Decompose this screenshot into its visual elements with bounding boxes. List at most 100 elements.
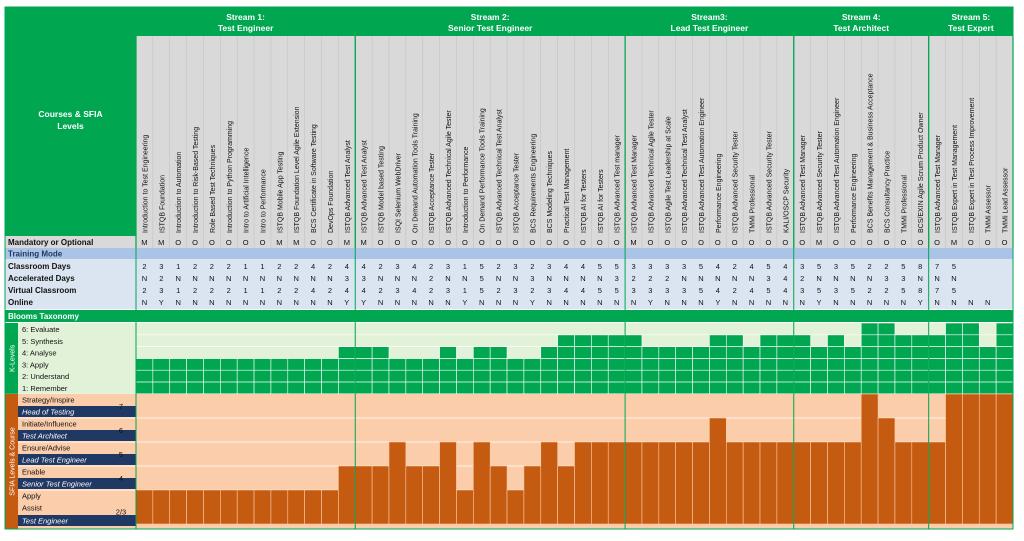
training-row-value: N [496,298,501,307]
training-row-value: N [833,274,838,283]
sfia-level-bar [591,441,609,525]
training-row-value: 4 [362,262,366,271]
training-row-value: N [597,274,602,283]
sfia-level-bar [354,465,373,525]
k-level-bar [422,358,440,395]
k-level-label: 5: Synthesis [22,337,63,346]
course-name: BCS Modeling Techniques [547,151,554,233]
course-name: TMMi Professional [901,175,908,233]
training-row-value: N [412,274,417,283]
training-row-value: 7 [935,262,939,271]
training-row-value: N [985,298,990,307]
mandatory-value: O [428,238,434,247]
training-row-value: 5 [598,286,602,295]
course-name: ISTQB Expert in Test Process Improvement [969,98,976,233]
k-level-bar [135,358,154,395]
k-level-bar [270,358,289,395]
k-level-label: 6: Evaluate [22,325,60,334]
sfia-level-bar [456,489,474,525]
training-row-value: N [783,298,788,307]
training-row-value: 3 [648,286,652,295]
k-level-label: 2: Understand [22,372,69,381]
training-row-value: N [766,298,771,307]
training-row-value: N [934,298,939,307]
training-rows-band [5,259,1013,309]
mandatory-value: O [799,238,805,247]
course-name: Introduction to Test Engineering [142,135,149,233]
training-row-value: N [445,274,450,283]
sfia-level-bar [371,465,390,525]
training-row-value: N [445,298,450,307]
training-row-value: 8 [918,286,922,295]
sfia-band-title: Enable [22,468,45,477]
corner-title-line1: Courses & SFIA [38,109,102,119]
training-row-value: 2 [142,286,146,295]
mandatory-value: O [614,238,620,247]
course-name: BCS Requirements Engineering [530,134,537,233]
mandatory-value: O [766,238,772,247]
training-row-label: Virtual Classroom [8,286,76,295]
k-level-bar [793,334,811,395]
sfia-role-label: Test Architect [22,432,68,441]
training-row-value: N [563,298,568,307]
training-row-value: Y [159,298,164,307]
course-name: On Demand Performance Tools Training [480,108,487,233]
sfia-role-bar [18,406,136,417]
k-level-bar [253,358,272,395]
mandatory-value: O [226,238,232,247]
sfia-level-bar [692,441,710,525]
training-row-value: Y [715,298,720,307]
training-row-value: N [665,298,670,307]
training-row-value: N [243,298,248,307]
sfia-level-number: 2/3 [116,508,126,517]
course-name: BCS/EXIN Agile Scrum Product Owner [918,112,925,233]
training-row-value: 4 [750,262,754,271]
training-row-value: 2 [733,262,737,271]
sfia-level-bar [658,441,676,525]
sfia-level-bar [338,465,356,525]
sfia-level-bar [439,441,457,525]
k-level-label: 1: Remember [22,384,68,393]
mandatory-label: Mandatory or Optional [8,238,93,247]
training-row-value: N [816,274,821,283]
sfia-side-label: SFIA Levels & Course [10,427,17,496]
training-row-value: N [513,274,518,283]
sfia-level-bar [169,489,187,525]
sfia-level-number: 6 [119,426,123,435]
course-name: ISTQB Advanced Technical Test Analyst [497,109,504,233]
sfia-level-bar [742,441,761,525]
training-row-value: 7 [935,286,939,295]
training-row-value: 2 [227,262,231,271]
mandatory-value: O [985,238,991,247]
k-level-bar [624,334,643,395]
mandatory-value: O [327,238,333,247]
mandatory-value: O [513,238,519,247]
sfia-level-bar [304,489,322,525]
training-row-value: 1 [176,262,180,271]
sfia-level-bar [978,393,997,525]
training-row-value: 2 [429,262,433,271]
course-name: ISTQB Advanced Test Manager [800,134,807,233]
k-level-bar [169,358,187,395]
k-level-bar [405,358,424,395]
training-mode-bar [5,248,1013,259]
k-level-bar [220,358,238,395]
course-name: Introduction to Automation [176,152,183,233]
training-row-value: Y [344,298,349,307]
mandatory-value: O [529,238,535,247]
training-row-value: Y [530,298,535,307]
k-level-bar [321,358,339,395]
mandatory-value: O [580,238,586,247]
training-row-value: 4 [412,286,416,295]
training-row-value: 2 [429,286,433,295]
training-row-value: N [631,298,636,307]
training-row-value: 2 [227,286,231,295]
training-row-value: 2 [294,286,298,295]
k-level-bar [388,358,407,395]
training-row-value: 2 [665,274,669,283]
sfia-level-bar [624,441,643,525]
training-row-value: 4 [345,286,349,295]
training-row-value: 3 [530,274,534,283]
training-row-value: N [378,274,383,283]
course-name: ISTQB Advanced Technical Agile Tester [446,110,453,233]
